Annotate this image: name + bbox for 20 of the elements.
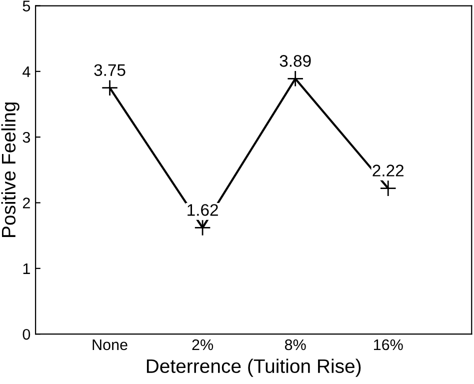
y-tick-label: 3 [22,132,30,143]
y-tick-label: 0 [22,328,30,340]
y-tick-label: 1 [23,263,30,274]
x-tick-label: 16% [374,339,403,350]
x-tick-label: 2% [192,339,214,350]
point [101,80,118,96]
point [194,219,211,236]
data-label: 3.75 [94,64,126,76]
x-axis-title: Deterrence (Tuition Rise) [146,358,361,377]
y-tick-label: 2 [22,198,30,208]
data-label: 1.62 [188,204,218,216]
point [380,180,396,197]
y-tick-label: 4 [22,66,30,77]
data-label: 2.22 [372,164,404,176]
x-tick-label: 8% [284,339,306,350]
y-axis-title: Positive Feeling [1,102,20,237]
x-tick-label: None [92,340,128,350]
y-tick-label: 5 [22,0,30,12]
point [287,70,304,87]
data-label: 3.89 [280,55,311,67]
